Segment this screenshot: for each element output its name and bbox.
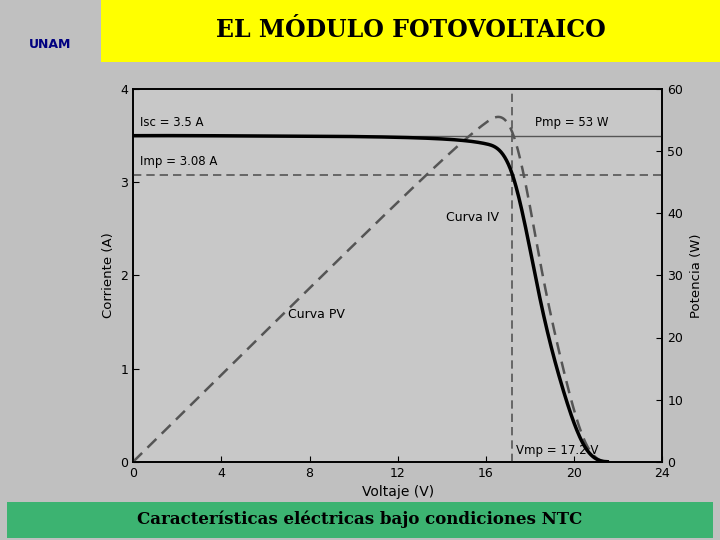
Text: UNAM: UNAM	[30, 38, 71, 51]
Y-axis label: Corriente (A): Corriente (A)	[102, 233, 114, 318]
Text: Curva PV: Curva PV	[287, 308, 344, 321]
Text: Curva IV: Curva IV	[446, 211, 499, 224]
Bar	[101, 0, 720, 62]
Text: Pmp = 53 W: Pmp = 53 W	[534, 116, 608, 129]
X-axis label: Voltaje (V): Voltaje (V)	[361, 485, 434, 499]
Text: Imp = 3.08 A: Imp = 3.08 A	[140, 156, 217, 168]
Text: EL MÓDULO FOTOVOLTAICO: EL MÓDULO FOTOVOLTAICO	[215, 18, 606, 42]
Text: Isc = 3.5 A: Isc = 3.5 A	[140, 116, 203, 129]
Text: Vmp = 17.2 V: Vmp = 17.2 V	[516, 444, 598, 457]
Y-axis label: Potencia (W): Potencia (W)	[690, 233, 703, 318]
Text: Características eléctricas bajo condiciones NTC: Características eléctricas bajo condicio…	[138, 510, 582, 528]
